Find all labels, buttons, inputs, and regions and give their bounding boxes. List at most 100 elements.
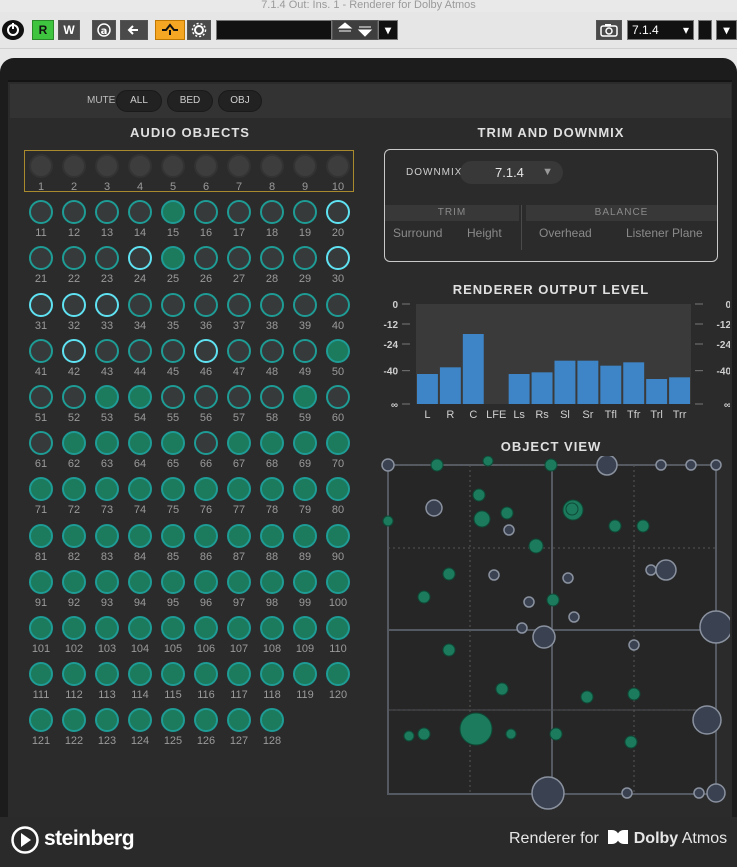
audio-object-46-button[interactable]: [194, 338, 218, 363]
audio-object-112-button[interactable]: [62, 662, 86, 687]
audio-object-66-button[interactable]: [194, 431, 218, 456]
audio-object-14-button[interactable]: [128, 200, 152, 225]
audio-object-115-button[interactable]: [161, 662, 185, 687]
copy-settings-button[interactable]: [120, 20, 148, 40]
audio-object-48-button[interactable]: [260, 338, 284, 363]
audio-object-18-button[interactable]: [260, 200, 284, 225]
audio-object-91-button[interactable]: [29, 569, 53, 594]
audio-object-23-button[interactable]: [95, 246, 119, 271]
format-select[interactable]: 7.1.4 ▾: [627, 20, 694, 40]
audio-object-26-button[interactable]: [194, 246, 218, 271]
audio-object-117-button[interactable]: [227, 662, 251, 687]
bypass-button[interactable]: [155, 20, 185, 40]
audio-object-108-button[interactable]: [260, 616, 284, 640]
audio-object-128-button[interactable]: [260, 708, 284, 733]
audio-object-62-button[interactable]: [62, 431, 86, 456]
audio-object-33-button[interactable]: [95, 292, 119, 317]
audio-object-68-button[interactable]: [260, 431, 284, 456]
audio-object-104-button[interactable]: [128, 616, 152, 640]
mute-all-button[interactable]: ALL: [116, 90, 162, 112]
audio-object-67-button[interactable]: [227, 431, 251, 456]
audio-object-64-button[interactable]: [128, 431, 152, 456]
audio-object-11-button[interactable]: [29, 200, 53, 225]
audio-object-1-button[interactable]: [29, 154, 53, 178]
audio-object-52-button[interactable]: [62, 385, 86, 409]
audio-object-32-button[interactable]: [62, 292, 86, 317]
preset-navigation[interactable]: [332, 20, 378, 40]
audio-object-41-button[interactable]: [29, 338, 53, 363]
audio-object-105-button[interactable]: [161, 616, 185, 640]
audio-object-40-button[interactable]: [326, 292, 350, 317]
audio-object-71-button[interactable]: [29, 477, 53, 502]
audio-object-61-button[interactable]: [29, 431, 53, 456]
snapshot-button[interactable]: [596, 20, 622, 40]
trim-height-label[interactable]: Height: [467, 226, 502, 240]
audio-object-77-button[interactable]: [227, 477, 251, 502]
audio-object-106-button[interactable]: [194, 616, 218, 640]
preset-dropdown[interactable]: ▾: [378, 20, 398, 40]
audio-object-103-button[interactable]: [95, 616, 119, 640]
audio-object-59-button[interactable]: [293, 385, 317, 409]
audio-object-110-button[interactable]: [326, 616, 350, 640]
audio-object-102-button[interactable]: [62, 616, 86, 640]
audio-object-114-button[interactable]: [128, 662, 152, 687]
downmix-select[interactable]: 7.1.4 ▼: [460, 161, 563, 184]
audio-object-126-button[interactable]: [194, 708, 218, 733]
preset-field[interactable]: [216, 20, 332, 40]
audio-object-80-button[interactable]: [326, 477, 350, 502]
format-extra-dropdown[interactable]: ▾: [716, 20, 737, 40]
audio-object-36-button[interactable]: [194, 292, 218, 317]
compare-button[interactable]: a: [92, 20, 116, 40]
audio-object-56-button[interactable]: [194, 385, 218, 409]
audio-object-5-button[interactable]: [161, 154, 185, 178]
audio-object-79-button[interactable]: [293, 477, 317, 502]
audio-object-49-button[interactable]: [293, 338, 317, 363]
audio-object-70-button[interactable]: [326, 431, 350, 456]
audio-object-99-button[interactable]: [293, 569, 317, 594]
audio-object-57-button[interactable]: [227, 385, 251, 409]
audio-object-2-button[interactable]: [62, 154, 86, 178]
audio-object-72-button[interactable]: [62, 477, 86, 502]
audio-object-120-button[interactable]: [326, 662, 350, 687]
audio-object-81-button[interactable]: [29, 523, 53, 548]
audio-object-100-button[interactable]: [326, 569, 350, 594]
audio-object-76-button[interactable]: [194, 477, 218, 502]
audio-object-82-button[interactable]: [62, 523, 86, 548]
audio-object-10-button[interactable]: [326, 154, 350, 178]
audio-object-22-button[interactable]: [62, 246, 86, 271]
audio-object-9-button[interactable]: [293, 154, 317, 178]
audio-object-84-button[interactable]: [128, 523, 152, 548]
audio-object-24-button[interactable]: [128, 246, 152, 271]
mute-obj-button[interactable]: OBJ: [218, 90, 262, 112]
audio-object-38-button[interactable]: [260, 292, 284, 317]
audio-object-73-button[interactable]: [95, 477, 119, 502]
audio-object-107-button[interactable]: [227, 616, 251, 640]
audio-object-34-button[interactable]: [128, 292, 152, 317]
audio-object-92-button[interactable]: [62, 569, 86, 594]
audio-object-4-button[interactable]: [128, 154, 152, 178]
audio-object-58-button[interactable]: [260, 385, 284, 409]
audio-object-97-button[interactable]: [227, 569, 251, 594]
audio-object-17-button[interactable]: [227, 200, 251, 225]
audio-object-109-button[interactable]: [293, 616, 317, 640]
balance-overhead-label[interactable]: Overhead: [539, 226, 592, 240]
audio-object-69-button[interactable]: [293, 431, 317, 456]
audio-object-121-button[interactable]: [29, 708, 53, 733]
audio-object-113-button[interactable]: [95, 662, 119, 687]
audio-object-89-button[interactable]: [293, 523, 317, 548]
audio-object-12-button[interactable]: [62, 200, 86, 225]
audio-object-47-button[interactable]: [227, 338, 251, 363]
audio-object-86-button[interactable]: [194, 523, 218, 548]
audio-object-65-button[interactable]: [161, 431, 185, 456]
audio-object-31-button[interactable]: [29, 292, 53, 317]
audio-object-35-button[interactable]: [161, 292, 185, 317]
audio-object-16-button[interactable]: [194, 200, 218, 225]
audio-object-7-button[interactable]: [227, 154, 251, 178]
audio-object-20-button[interactable]: [326, 200, 350, 225]
audio-object-122-button[interactable]: [62, 708, 86, 733]
audio-object-88-button[interactable]: [260, 523, 284, 548]
settings-button[interactable]: [187, 20, 211, 40]
audio-object-39-button[interactable]: [293, 292, 317, 317]
audio-object-21-button[interactable]: [29, 246, 53, 271]
audio-object-19-button[interactable]: [293, 200, 317, 225]
